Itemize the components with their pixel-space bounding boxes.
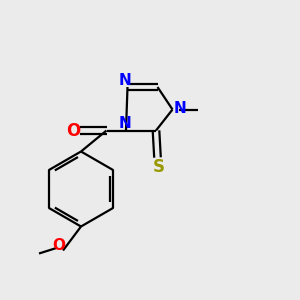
Text: N: N (174, 101, 186, 116)
Text: S: S (153, 158, 165, 175)
Text: N: N (118, 116, 131, 130)
Text: O: O (52, 238, 65, 253)
Text: O: O (66, 122, 80, 140)
Text: N: N (119, 73, 131, 88)
